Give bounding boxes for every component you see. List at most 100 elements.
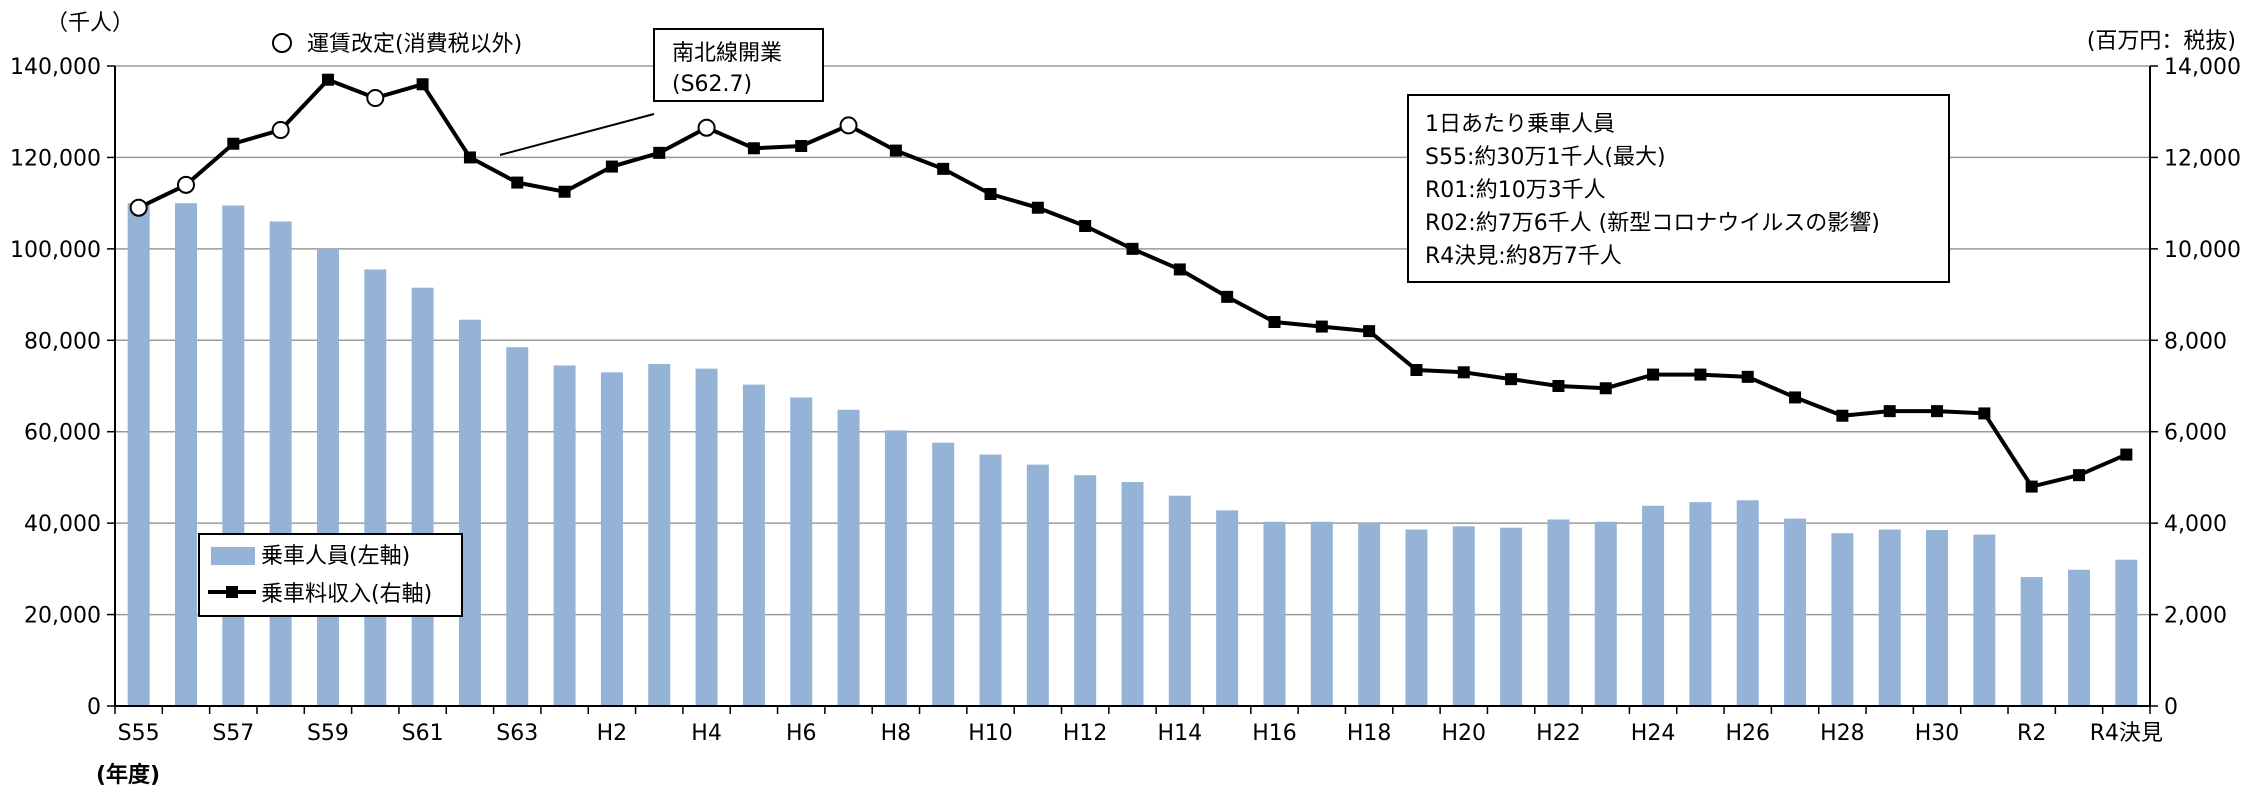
revenue-point — [795, 140, 808, 152]
revenue-point — [1978, 407, 1991, 420]
revision-legend-marker — [272, 33, 292, 53]
ridership-bar — [837, 409, 860, 706]
x-tick-label: S55 — [118, 721, 160, 746]
ridership-bar — [127, 203, 150, 706]
ridership-bar — [648, 364, 671, 706]
info-box-line: R02:約7万6千人 (新型コロナウイルスの影響) — [1425, 211, 1880, 236]
fare-revision-point — [839, 116, 858, 135]
fare-revision-point — [129, 198, 148, 217]
ridership-bar — [2115, 559, 2138, 706]
fare-revision-point — [176, 175, 195, 194]
ridership-bar — [1405, 529, 1428, 706]
ridership-bar — [1358, 523, 1381, 706]
revenue-point — [1505, 373, 1518, 386]
ridership-bar — [1310, 521, 1333, 706]
ridership-bar — [1926, 530, 1949, 706]
revenue-point — [1883, 405, 1896, 418]
ridership-bar — [553, 365, 576, 706]
x-tick-label: H10 — [968, 721, 1013, 746]
ridership-bar — [506, 347, 529, 706]
right-tick-label: 12,000 — [2164, 146, 2241, 171]
x-axis-ticks: S55 S57 S59 S61 S63 H2 H4 H6 H8 H10 H12 H14 H16 H18 H2… — [114, 706, 2163, 746]
revenue-point — [747, 142, 760, 155]
revenue-point — [1647, 368, 1660, 381]
revenue-point — [605, 160, 618, 173]
revenue-point — [1599, 382, 1612, 395]
ridership-bar — [979, 454, 1002, 706]
revenue-point — [1363, 325, 1376, 338]
ridership-bar — [1973, 534, 1996, 706]
x-axis-caption: (年度) — [96, 762, 160, 788]
revenue-point — [1931, 405, 1944, 418]
revenue-point — [321, 73, 334, 86]
ridership-bar — [600, 372, 623, 706]
revenue-point — [1315, 320, 1328, 333]
left-tick-label: 20,000 — [24, 604, 101, 629]
revenue-point — [984, 188, 997, 200]
right-tick-label: 8,000 — [2164, 329, 2227, 354]
revenue-point — [227, 137, 240, 150]
fare-revision-point — [366, 89, 385, 107]
x-tick-label: H20 — [1442, 721, 1487, 746]
ridership-bar — [2068, 569, 2091, 706]
revenue-point — [1268, 316, 1281, 328]
x-tick-label: H24 — [1631, 721, 1676, 746]
x-tick-label: H18 — [1347, 721, 1392, 746]
revision-legend-label: 運賃改定(消費税以外) — [307, 32, 522, 57]
revenue-point — [653, 146, 666, 159]
right-tick-label: 4,000 — [2164, 512, 2227, 537]
x-tick-label: H16 — [1252, 721, 1297, 746]
ridership-bar — [1452, 526, 1475, 706]
right-tick-label: 14,000 — [2164, 55, 2241, 80]
opening-callout-date: (S62.7) — [672, 72, 752, 97]
revenue-point — [937, 162, 950, 175]
left-tick-label: 140,000 — [10, 55, 101, 80]
right-tick-label: 2,000 — [2164, 604, 2227, 629]
x-tick-label: S61 — [402, 721, 444, 746]
left-tick-label: 40,000 — [24, 512, 101, 537]
ridership-bar — [695, 368, 718, 706]
revenue-point — [1789, 391, 1802, 404]
x-tick-label: H4 — [691, 721, 722, 746]
info-box-line: S55:約30万1千人(最大) — [1425, 145, 1666, 170]
revenue-point — [2120, 448, 2133, 461]
ridership-bar — [932, 442, 955, 706]
ridership-bar — [411, 287, 434, 706]
revenue-point — [1221, 290, 1234, 303]
info-box-line: R4決見:約8万7千人 — [1425, 244, 1622, 269]
ridership-bar — [1831, 533, 1854, 706]
ridership-bar — [884, 430, 907, 706]
ridership-bar — [1026, 464, 1049, 706]
right-tick-label: 10,000 — [2164, 238, 2241, 263]
x-tick-label: H12 — [1063, 721, 1108, 746]
left-tick-label: 80,000 — [24, 329, 101, 354]
right-tick-label: 6,000 — [2164, 421, 2227, 446]
opening-callout-box — [653, 28, 824, 102]
revenue-point — [511, 176, 524, 189]
ridership-bar — [1642, 505, 1665, 706]
revenue-point — [1031, 201, 1044, 214]
revenue-point — [2073, 469, 2086, 482]
opening-callout-title: 南北線開業 — [672, 41, 782, 66]
ridership-bar — [174, 203, 197, 706]
ridership-bar — [1784, 518, 1807, 706]
revenue-line — [129, 73, 2133, 493]
ridership-bar — [1121, 482, 1144, 706]
revenue-point — [1173, 263, 1186, 276]
revenue-point — [1836, 409, 1849, 422]
opening-callout-pointer — [499, 113, 655, 156]
left-tick-label: 100,000 — [10, 238, 101, 263]
ridership-bar — [1500, 527, 1523, 706]
revenue-point — [1741, 370, 1754, 383]
x-tick-label: H26 — [1725, 721, 1770, 746]
x-tick-label: R2 — [2017, 721, 2046, 746]
ridership-bar — [1878, 529, 1901, 706]
revenue-point — [1410, 364, 1423, 376]
ridership-bars — [127, 203, 2138, 706]
revenue-point — [1457, 366, 1470, 379]
x-tick-label: H22 — [1536, 721, 1581, 746]
ridership-bar — [1547, 519, 1570, 706]
legend-line-label: 乗車料収入(右軸) — [261, 582, 432, 607]
fare-revision-point — [697, 118, 716, 137]
x-tick-label: H2 — [597, 721, 628, 746]
